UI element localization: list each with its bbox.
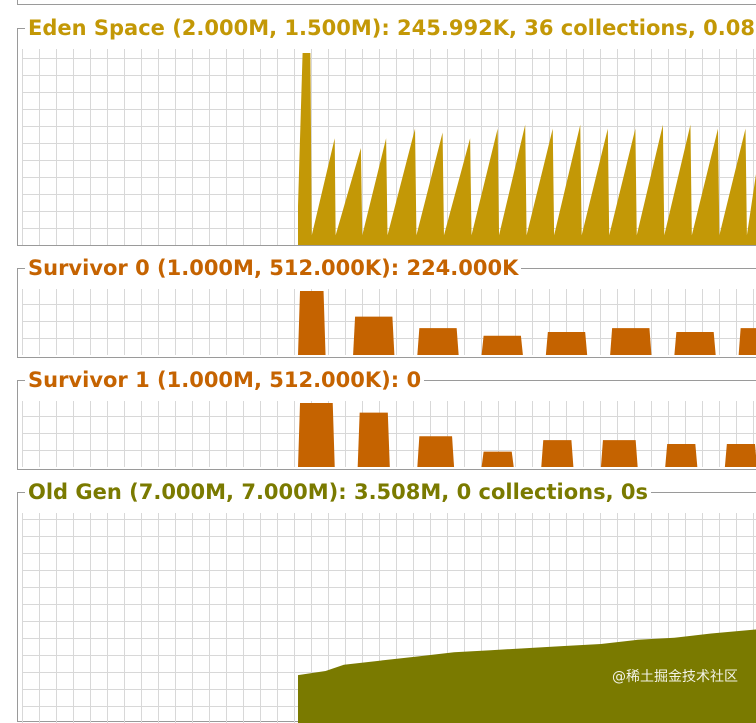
usage-bar xyxy=(481,335,523,355)
survivor-0-graph xyxy=(22,289,756,355)
old-gen-graph xyxy=(22,513,756,723)
survivor-0-chart xyxy=(22,289,756,357)
watermark: @稀土掘金技术社区 xyxy=(612,669,738,685)
usage-bar xyxy=(357,412,390,467)
old-gen-panel: Old Gen (7.000M, 7.000M): 3.508M, 0 coll… xyxy=(17,479,756,723)
eden-space-chart xyxy=(22,49,756,245)
usage-bar xyxy=(665,443,698,467)
previous-panel-border xyxy=(17,0,756,5)
old-gen-title: Old Gen (7.000M, 7.000M): 3.508M, 0 coll… xyxy=(25,479,651,505)
survivor-1-panel: Survivor 1 (1.000M, 512.000K): 0 xyxy=(17,367,756,470)
memory-usage-area xyxy=(298,52,756,245)
usage-bar xyxy=(600,440,638,467)
usage-bar xyxy=(417,328,459,355)
survivor-1-title: Survivor 1 (1.000M, 512.000K): 0 xyxy=(25,367,425,393)
survivor-1-chart xyxy=(22,401,756,469)
eden-space-graph xyxy=(22,49,756,245)
survivor-1-graph xyxy=(22,401,756,467)
usage-bar xyxy=(545,331,588,355)
old-gen-chart xyxy=(22,513,756,723)
eden-space-panel: Eden Space (2.000M, 1.500M): 245.992K, 3… xyxy=(17,15,756,246)
usage-bar xyxy=(674,331,716,355)
survivor-0-panel: Survivor 0 (1.000M, 512.000K): 224.000K xyxy=(17,255,756,358)
memory-usage-area xyxy=(298,629,756,723)
usage-bar xyxy=(610,328,652,355)
usage-bar xyxy=(353,316,395,355)
usage-bar xyxy=(298,291,326,355)
usage-bar xyxy=(417,436,455,467)
usage-bar xyxy=(724,443,756,467)
survivor-0-title: Survivor 0 (1.000M, 512.000K): 224.000K xyxy=(25,255,522,281)
usage-bar xyxy=(298,403,335,467)
usage-bar xyxy=(541,440,574,467)
usage-bar xyxy=(481,451,514,467)
eden-space-title: Eden Space (2.000M, 1.500M): 245.992K, 3… xyxy=(25,15,756,41)
usage-bar xyxy=(738,328,756,355)
